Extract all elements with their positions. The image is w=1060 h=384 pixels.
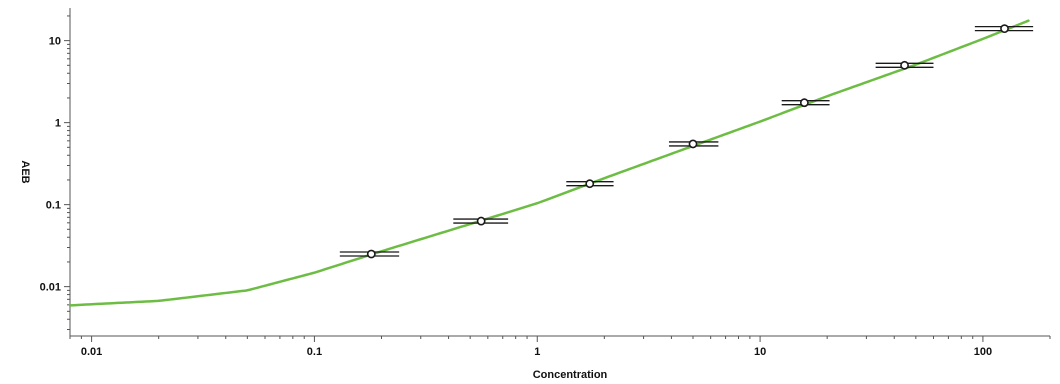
data-marker [900,60,909,70]
data-marker [476,216,486,226]
data-marker [799,98,809,108]
data-marker [366,249,376,259]
ticks: 0.01 0.1 1 10 100 0.01 0.1 1 10 [40,15,1051,358]
data-point [974,24,1034,34]
data-point [566,179,614,189]
x-tick-label: 1 [534,346,540,358]
fit-curve [68,19,1030,307]
x-tick-label: 0.1 [307,346,322,358]
data-point [453,216,509,226]
data-point [668,139,719,149]
y-tick-label: 10 [49,36,61,48]
axes [69,8,1050,337]
x-tick-label: 100 [974,346,992,358]
data-marker [585,179,595,189]
data-marker [688,139,698,149]
data-point [781,98,830,108]
y-tick-label: 0.01 [40,282,61,294]
y-axis-title: AEB [19,160,31,183]
y-tick-label: 1 [55,118,61,130]
x-tick-label: 0.01 [81,346,102,358]
data-points-layer [339,24,1034,259]
y-tick-label: 0.1 [46,200,61,212]
x-axis-title: Concentration [533,369,608,381]
data-point [339,249,400,259]
data-point [875,60,934,70]
data-marker [1000,24,1009,34]
fit-curve-layer [68,19,1030,307]
x-tick-label: 10 [754,346,766,358]
